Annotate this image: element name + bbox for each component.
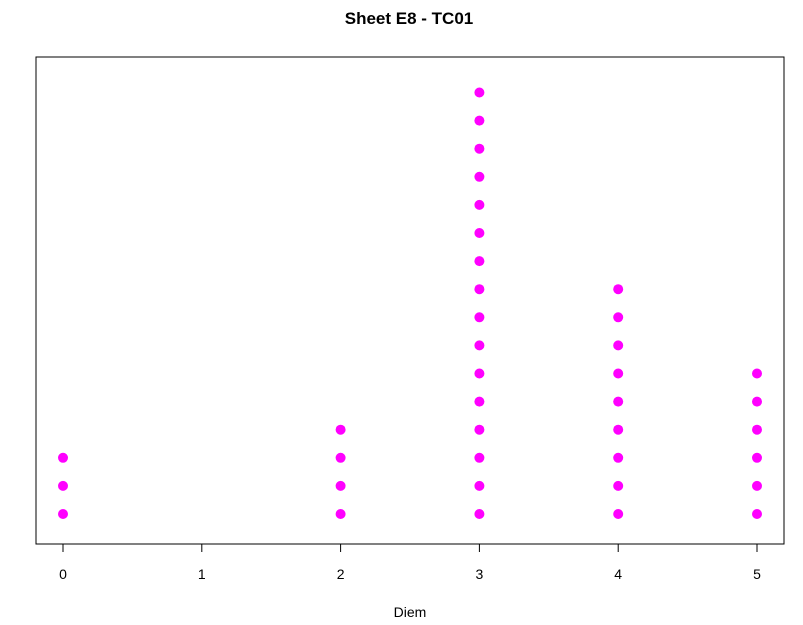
- data-point: [752, 452, 762, 463]
- x-tick-label: 2: [337, 566, 345, 582]
- data-point: [474, 228, 485, 238]
- x-tick-label: 4: [614, 566, 622, 582]
- data-point: [474, 424, 485, 435]
- data-point: [752, 368, 762, 379]
- data-point: [613, 396, 624, 407]
- data-point: [474, 87, 485, 98]
- data-point: [752, 509, 762, 519]
- data-point: [474, 368, 485, 379]
- x-axis: 0 1 2 3 4 5: [59, 543, 761, 582]
- data-point: [58, 452, 68, 463]
- x-axis-label: Diem: [394, 604, 427, 620]
- data-point: [474, 480, 485, 491]
- data-point: [335, 424, 346, 435]
- data-point: [474, 171, 485, 182]
- data-point: [613, 480, 624, 491]
- data-point: [474, 199, 485, 210]
- data-point: [613, 284, 624, 295]
- data-point: [474, 284, 485, 295]
- data-point: [613, 368, 624, 379]
- data-point: [613, 340, 624, 351]
- data-points: [58, 87, 762, 519]
- data-point: [335, 509, 346, 519]
- data-point: [335, 480, 346, 491]
- data-point: [58, 480, 68, 491]
- x-tick-label: 0: [59, 566, 67, 582]
- data-point: [752, 424, 762, 435]
- plot-frame: [35, 56, 785, 545]
- data-point: [474, 312, 485, 323]
- data-point: [474, 452, 485, 463]
- data-point: [474, 509, 485, 519]
- data-point: [474, 256, 485, 267]
- chart-title: Sheet E8 - TC01: [345, 9, 474, 28]
- x-tick-label: 5: [753, 566, 761, 582]
- x-tick-label: 1: [198, 566, 206, 582]
- data-point: [752, 480, 762, 491]
- data-point: [613, 452, 624, 463]
- data-point: [335, 452, 346, 463]
- data-point: [474, 340, 485, 351]
- data-point: [474, 143, 485, 154]
- data-point: [752, 396, 762, 407]
- data-point: [613, 424, 624, 435]
- data-point: [58, 509, 68, 519]
- data-point: [474, 115, 485, 126]
- data-point: [613, 312, 624, 323]
- data-point: [613, 509, 624, 519]
- data-point: [474, 396, 485, 407]
- x-tick-label: 3: [476, 566, 484, 582]
